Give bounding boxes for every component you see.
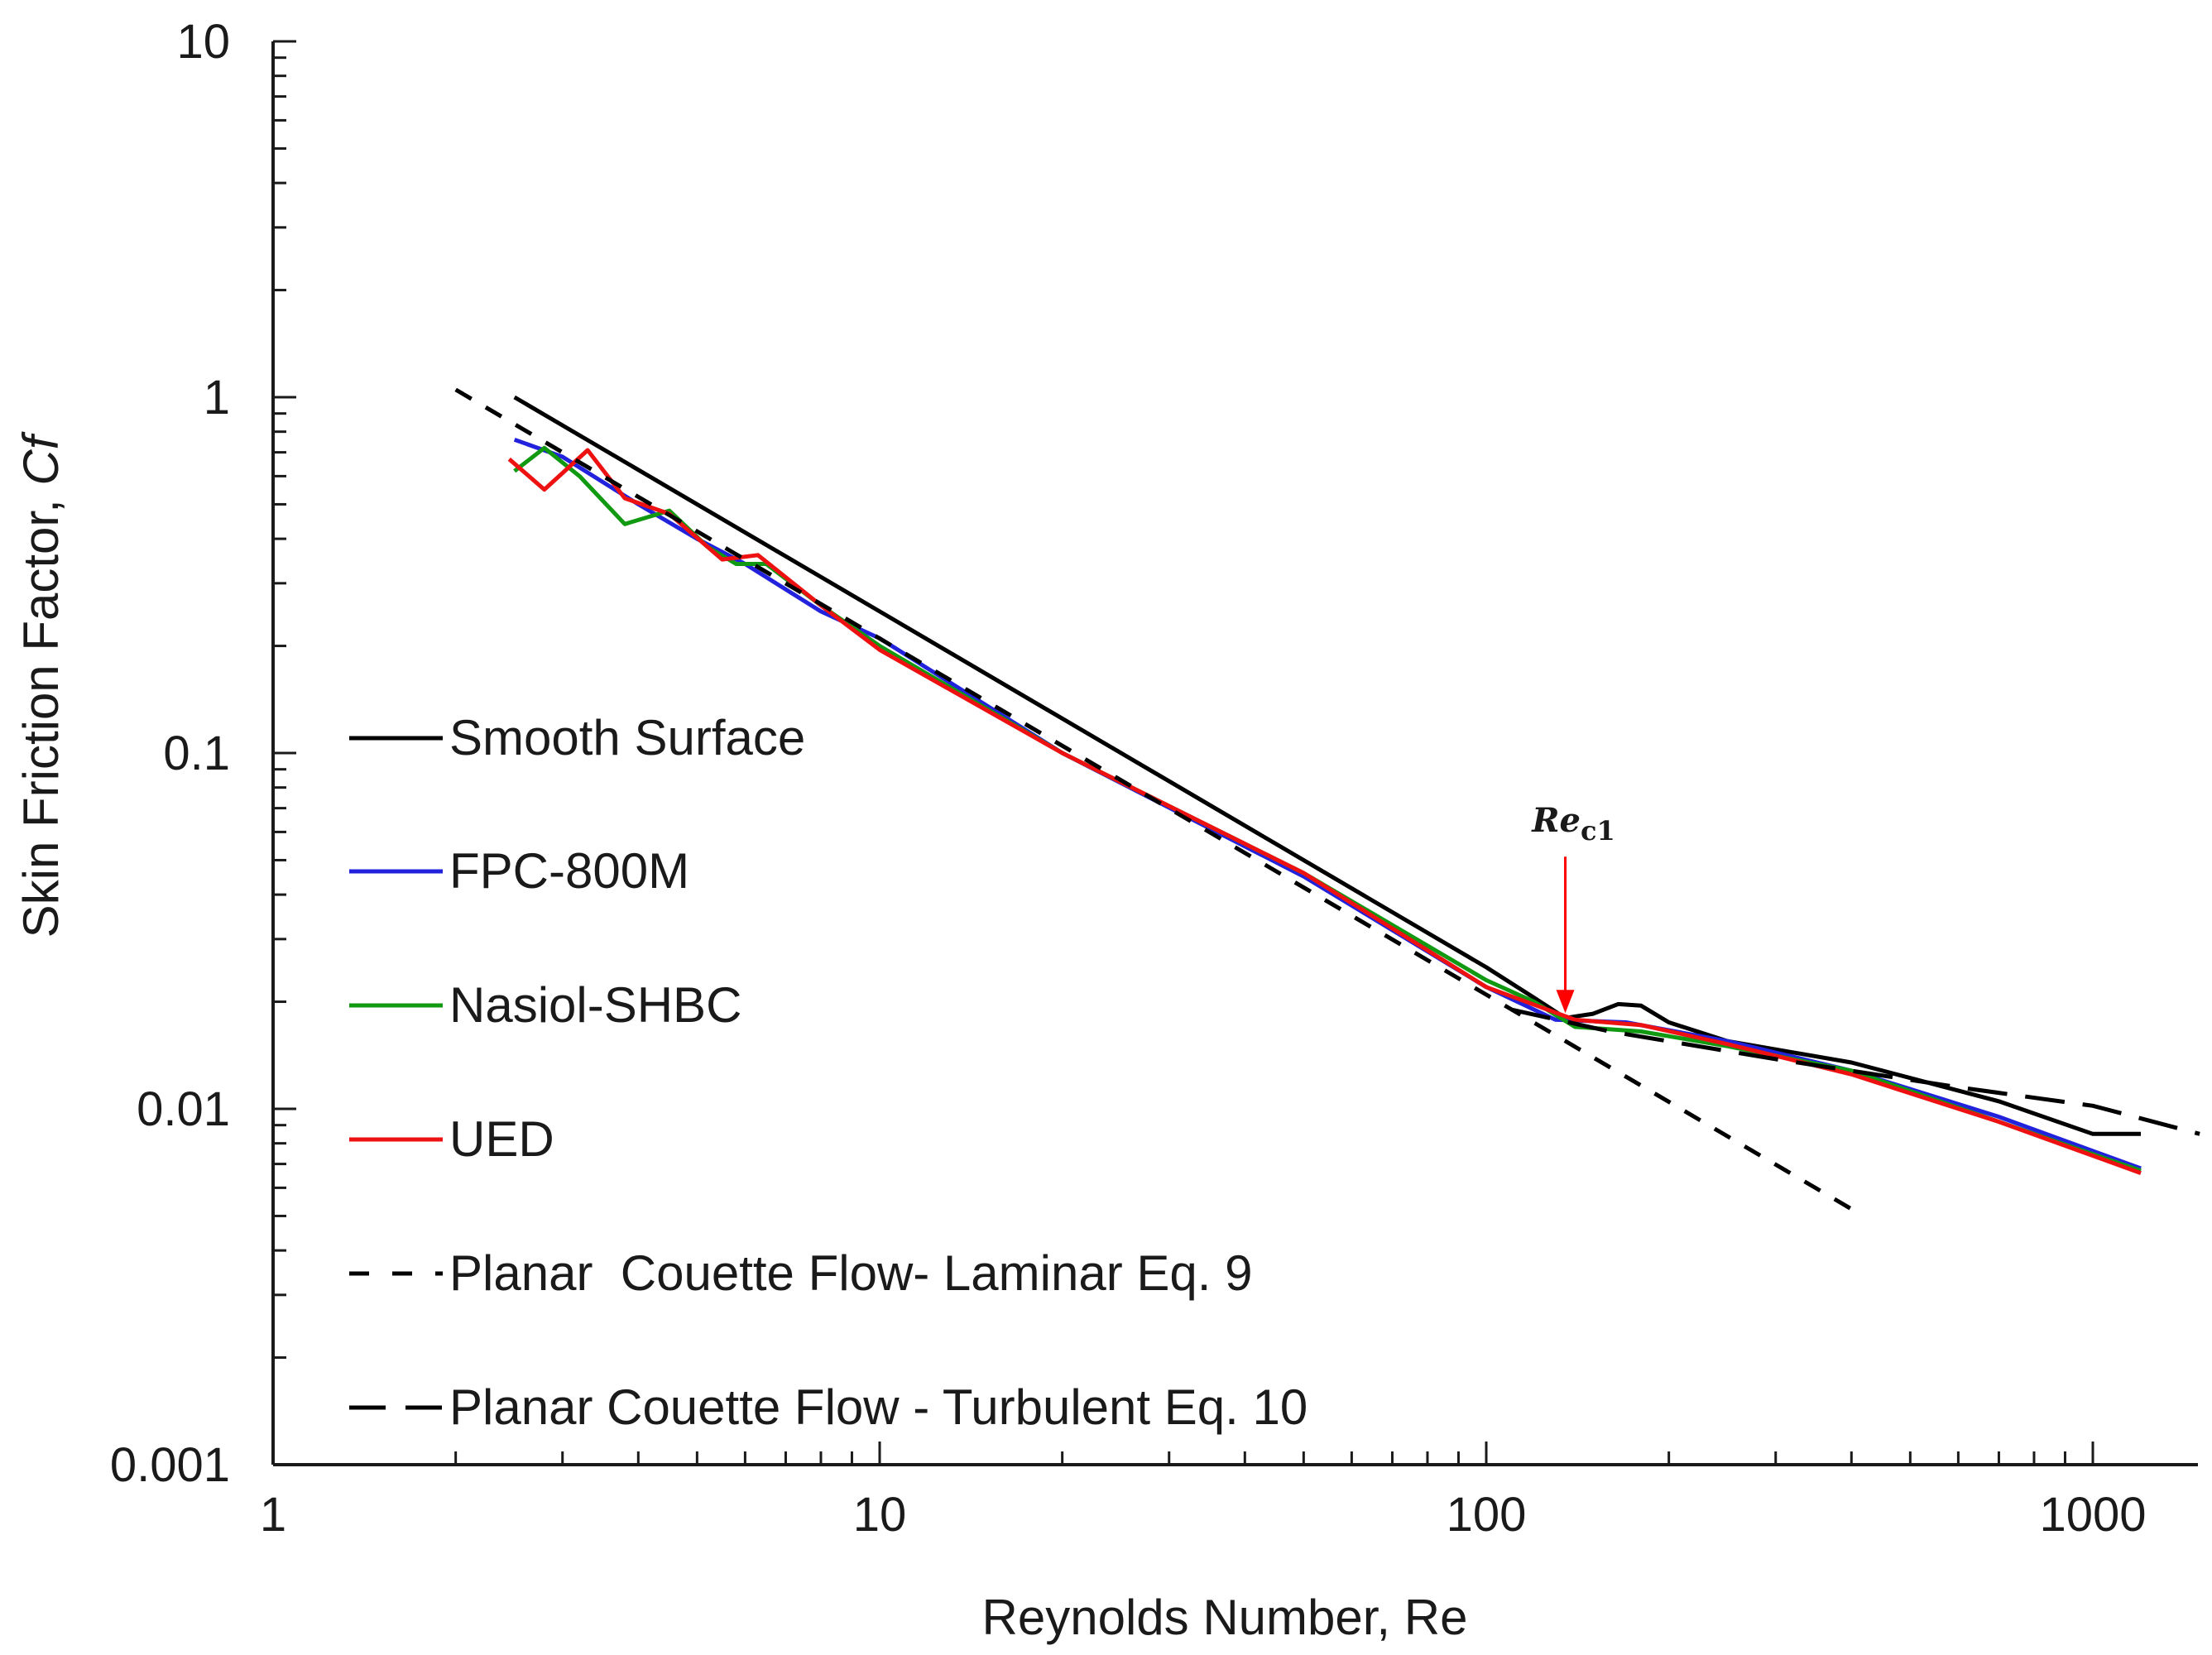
y-tick-label-0: 0.001 [110, 1438, 230, 1492]
legend-item-ued: UED [349, 1111, 554, 1167]
legend-item-fpc-800m: FPC-800M [349, 843, 689, 899]
legend-label-smooth-surface: Smooth Surface [449, 710, 805, 765]
x-axis-title: Reynolds Number, Re [982, 1590, 1468, 1645]
y-tick-label-4: 10 [176, 15, 230, 69]
legend-label-turbulent: Planar Couette Flow - Turbulent Eq. 10 [449, 1379, 1308, 1435]
legend-label-fpc-800m: FPC-800M [449, 843, 689, 899]
rec1-annotation: Rec1 [1531, 801, 1615, 1014]
rec1-label-sub: c1 [1581, 815, 1615, 847]
x-tick-label-2: 100 [1447, 1488, 1527, 1542]
y-axis-title-text: Skin Friction Factor, [13, 486, 69, 938]
legend-label-laminar: Planar Couette Flow- Laminar Eq. 9 [449, 1245, 1252, 1301]
legend-item-nasiol-shbc: Nasiol-SHBC [349, 977, 741, 1033]
x-tick-label-0: 1 [260, 1488, 286, 1542]
x-tick-label-1: 10 [853, 1488, 907, 1542]
rec1-arrow-head [1556, 990, 1575, 1014]
legend-item-turbulent: Planar Couette Flow - Turbulent Eq. 10 [349, 1379, 1308, 1435]
series-line-laminar-eq9 [454, 387, 1859, 1215]
y-tick-label-1: 0.01 [137, 1082, 230, 1136]
series-layer [454, 387, 2200, 1215]
y-axis-title-symbol: Cf [13, 431, 69, 485]
series-line-turbulent-eq10 [1510, 1007, 2200, 1136]
y-axis-title: Skin Friction Factor, Cf [13, 431, 69, 938]
rec1-label: Rec1 [1531, 801, 1615, 847]
x-tick-label-3: 1000 [2039, 1488, 2146, 1542]
legend-item-smooth-surface: Smooth Surface [349, 710, 805, 765]
legend-label-nasiol-shbc: Nasiol-SHBC [449, 977, 741, 1033]
y-tick-label-2: 0.1 [163, 727, 230, 780]
ticks-layer [271, 40, 2094, 1466]
legend-label-ued: UED [449, 1111, 554, 1167]
legend: Smooth Surface FPC-800M Nasiol-SHBC UED … [349, 710, 1308, 1435]
y-tick-label-3: 1 [204, 371, 230, 425]
series-line-smooth-surface [513, 395, 2141, 1136]
rec1-label-main: Re [1531, 801, 1581, 840]
legend-item-laminar: Planar Couette Flow- Laminar Eq. 9 [349, 1245, 1252, 1301]
series-line-ued [507, 448, 2142, 1175]
